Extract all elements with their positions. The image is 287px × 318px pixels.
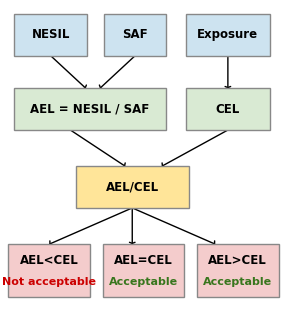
FancyBboxPatch shape (186, 14, 270, 56)
Text: AEL/CEL: AEL/CEL (106, 181, 159, 194)
FancyBboxPatch shape (104, 14, 166, 56)
Text: AEL = NESIL / SAF: AEL = NESIL / SAF (30, 103, 150, 116)
Text: AEL<CEL: AEL<CEL (20, 254, 79, 267)
FancyBboxPatch shape (76, 166, 189, 208)
Text: SAF: SAF (122, 28, 148, 41)
Text: NESIL: NESIL (32, 28, 70, 41)
FancyBboxPatch shape (103, 244, 184, 297)
Text: CEL: CEL (216, 103, 240, 116)
FancyBboxPatch shape (14, 14, 87, 56)
FancyBboxPatch shape (197, 244, 278, 297)
FancyBboxPatch shape (186, 88, 270, 130)
Text: Acceptable: Acceptable (109, 277, 178, 287)
Text: AEL=CEL: AEL=CEL (114, 254, 173, 267)
FancyBboxPatch shape (9, 244, 90, 297)
Text: Exposure: Exposure (197, 28, 258, 41)
Text: Acceptable: Acceptable (203, 277, 272, 287)
FancyBboxPatch shape (14, 88, 166, 130)
Text: AEL>CEL: AEL>CEL (208, 254, 267, 267)
Text: Not acceptable: Not acceptable (2, 277, 96, 287)
